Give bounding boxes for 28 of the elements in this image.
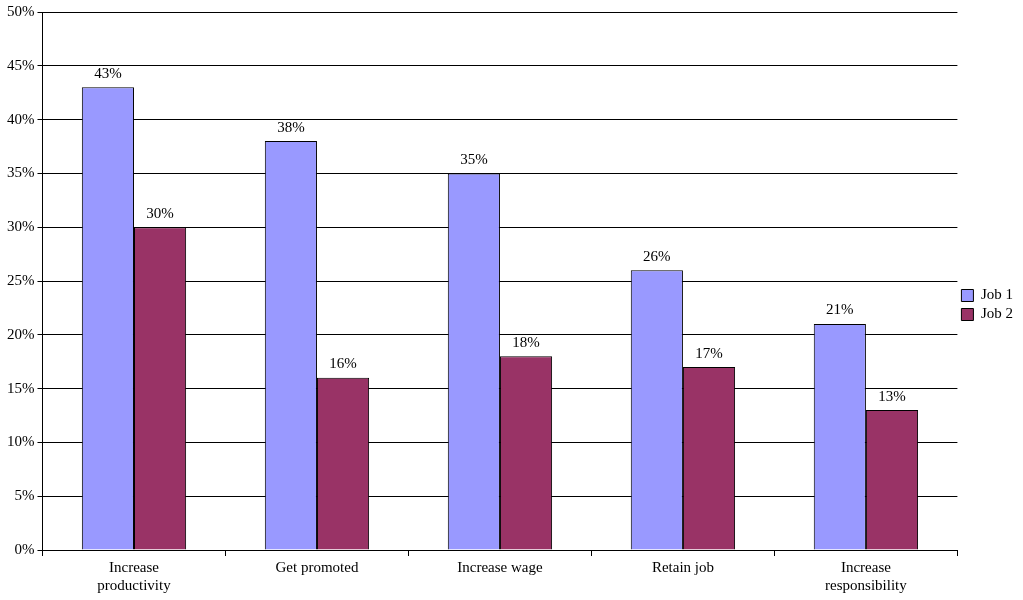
data-label: 35% (460, 150, 488, 167)
data-label: 30% (146, 204, 174, 221)
y-tick-label: 10% (7, 433, 35, 450)
data-label: 18% (512, 333, 540, 350)
data-label: 26% (643, 247, 671, 264)
y-tick-label: 0% (14, 540, 35, 557)
y-tick-label: 20% (7, 325, 35, 342)
x-tick-label: Increase productivity (97, 558, 172, 593)
x-tick-label: Get promoted (275, 558, 359, 575)
x-tick-label: Increase wage (457, 558, 543, 575)
y-tick-label: 25% (7, 271, 35, 288)
x-tick-label: Increase responsibility (825, 558, 908, 593)
legend-label: Job 1 (980, 286, 1014, 303)
y-tick-label: 35% (7, 164, 35, 181)
y-tick-label: 15% (7, 379, 35, 396)
y-tick-label: 40% (7, 110, 35, 127)
data-label: 17% (695, 344, 723, 361)
data-label: 13% (878, 387, 906, 404)
y-tick-label: 30% (7, 218, 35, 235)
x-tick-label: Retain job (651, 558, 714, 575)
y-tick-label: 5% (14, 487, 35, 504)
data-label: 38% (277, 118, 305, 135)
legend-label: Job 2 (980, 305, 1014, 322)
data-label: 16% (329, 355, 357, 372)
data-label: 43% (94, 64, 122, 81)
data-label: 21% (826, 301, 854, 318)
y-tick-label: 50% (7, 2, 35, 19)
y-tick-label: 45% (7, 56, 35, 73)
